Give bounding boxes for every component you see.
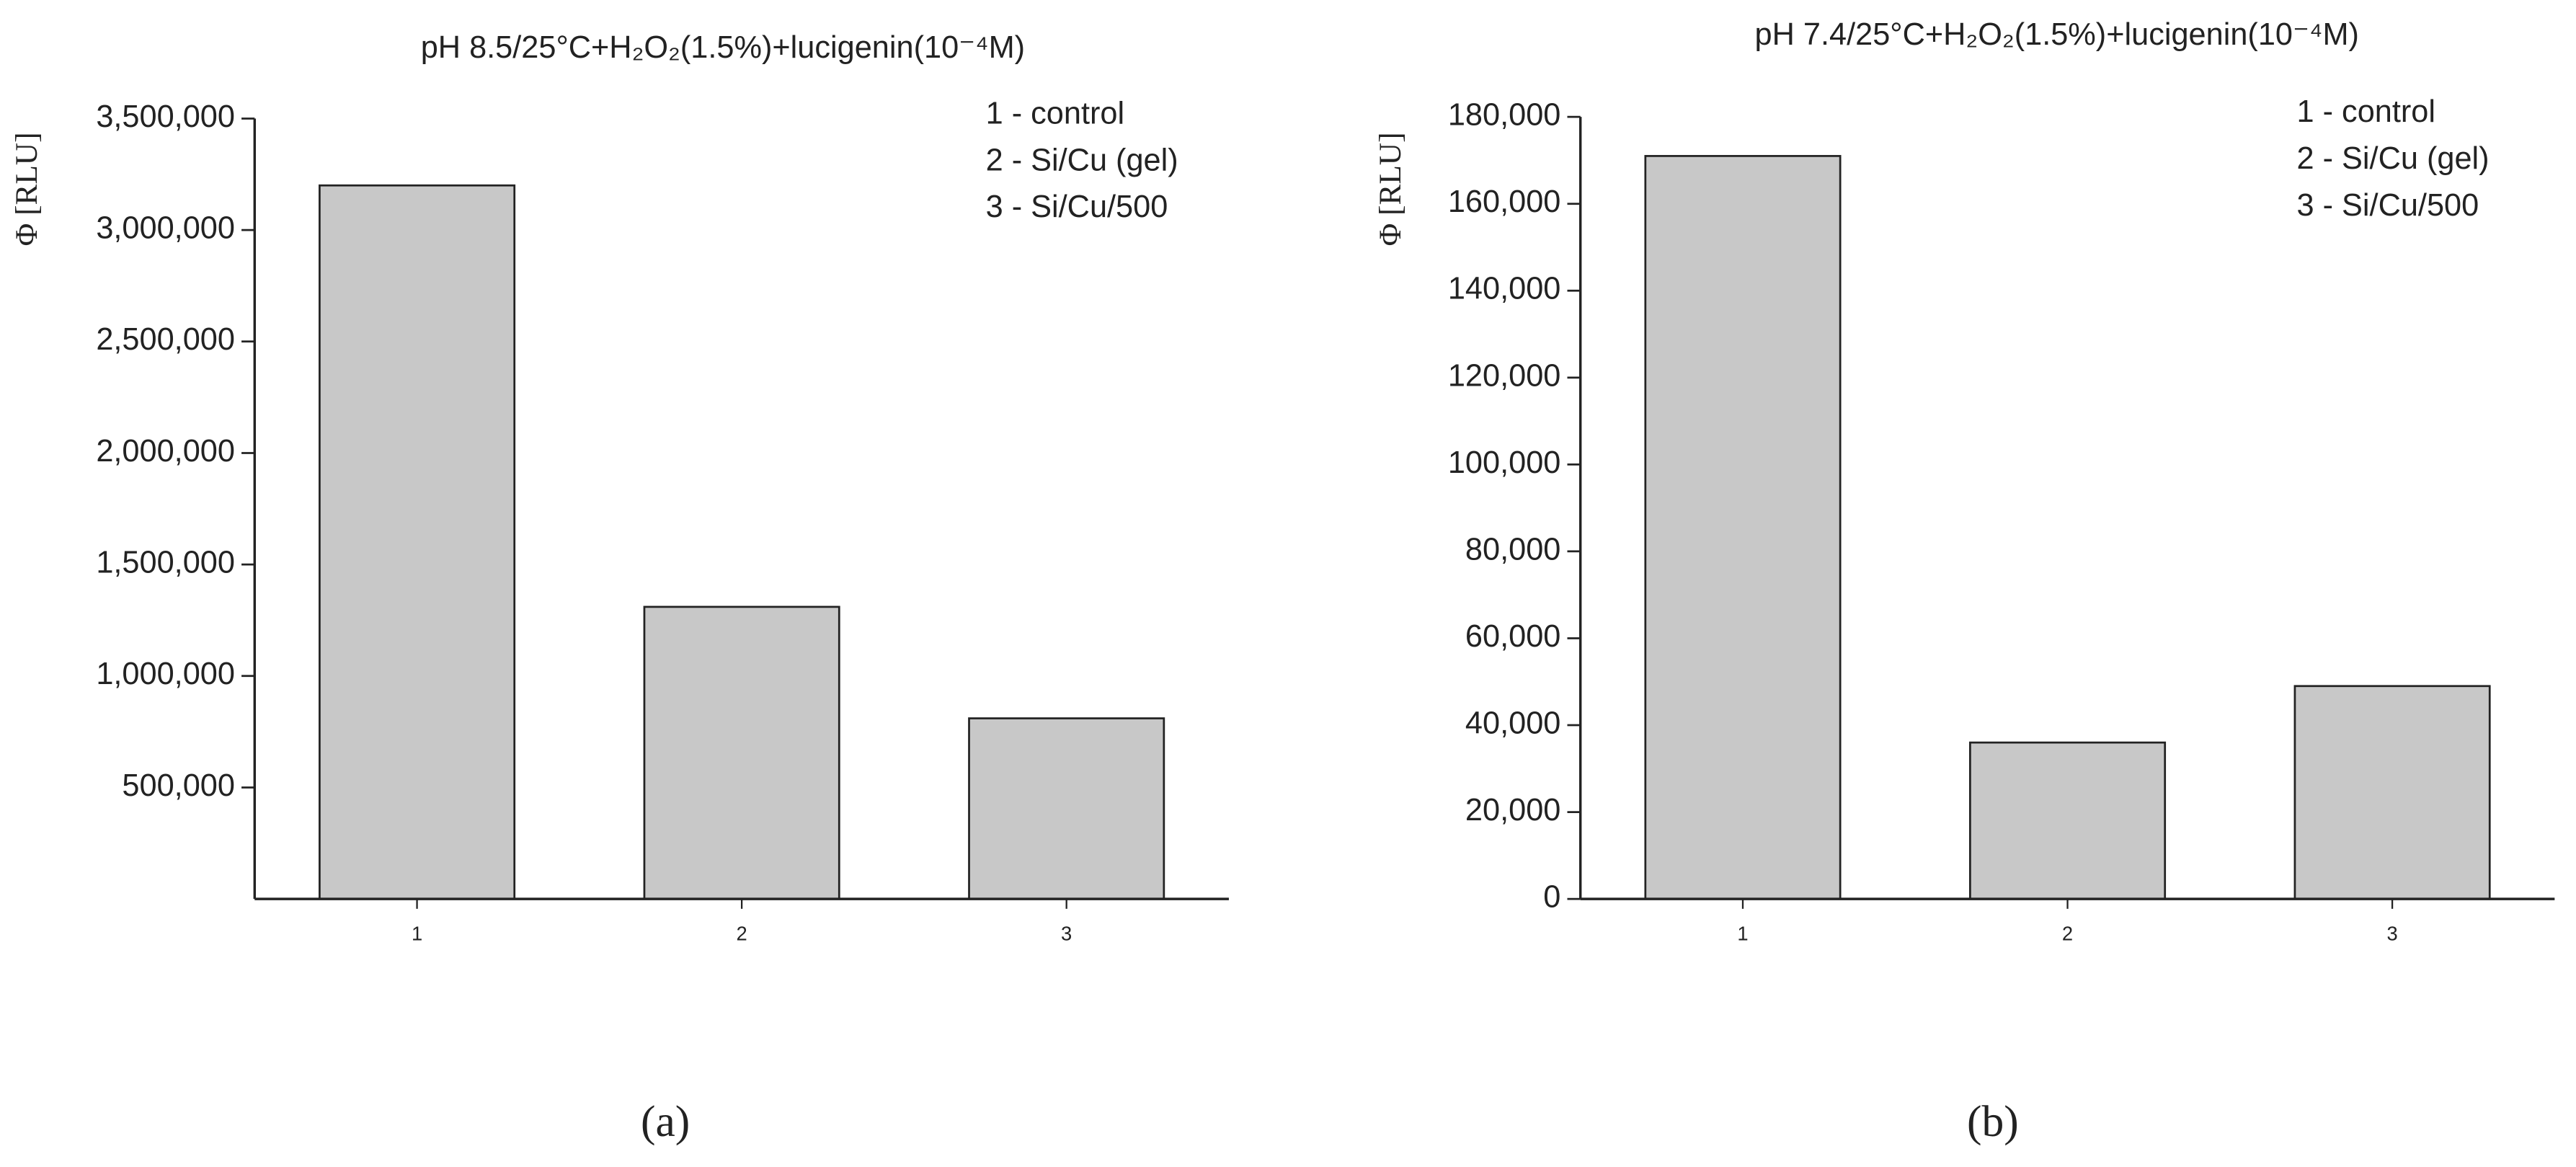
y-tick-label: 80,000 [1465,532,1560,567]
legend-note: 1 - control [986,96,1125,130]
bar [643,605,840,900]
y-tick-label: 3,500,000 [96,99,235,134]
panel-label: (b) [1967,1097,2019,1146]
y-tick-label: 40,000 [1465,706,1560,740]
legend-note: 1 - control [2297,94,2436,129]
y-tick-label: 2,000,000 [96,434,235,469]
x-tick-label: 2 [2062,922,2073,944]
x-tick-label: 1 [1737,922,1748,944]
y-tick-label: 160,000 [1448,185,1561,219]
bar [1644,155,1842,900]
bar [2293,685,2491,900]
y-tick-label: 180,000 [1448,98,1561,133]
y-tick-label: 3,000,000 [96,211,235,246]
y-axis-label: Φ [RLU] [9,133,44,247]
y-axis-label: Φ [RLU] [1373,133,1408,247]
bar [968,717,1165,900]
x-tick-label: 1 [412,922,422,944]
chart-title: pH 7.4/25°C+H₂O₂(1.5%)+lucigenin(10⁻⁴M) [1755,17,2359,52]
legend-note: 2 - Si/Cu (gel) [986,143,1178,177]
y-tick-label: 1,000,000 [96,657,235,691]
y-tick-label: 60,000 [1465,619,1560,654]
y-tick-label: 500,000 [122,768,235,803]
bar [1969,741,2167,900]
x-tick-label: 3 [2386,922,2397,944]
legend-note: 2 - Si/Cu (gel) [2297,141,2490,176]
y-tick-label: 100,000 [1448,445,1561,480]
y-tick-label: 1,500,000 [96,546,235,580]
y-tick-label: 120,000 [1448,358,1561,393]
y-tick-label: 2,500,000 [96,322,235,357]
y-tick-label: 20,000 [1465,793,1560,827]
bar [319,184,516,900]
legend-note: 3 - Si/Cu/500 [986,190,1168,224]
panel-label: (a) [641,1097,690,1146]
x-tick-label: 2 [737,922,747,944]
x-tick-label: 3 [1061,922,1072,944]
y-tick-label: 140,000 [1448,272,1561,306]
y-tick-label: 0 [1543,880,1560,915]
legend-note: 3 - Si/Cu/500 [2297,188,2479,223]
chart-title: pH 8.5/25°C+H₂O₂(1.5%)+lucigenin(10⁻⁴M) [421,30,1025,65]
